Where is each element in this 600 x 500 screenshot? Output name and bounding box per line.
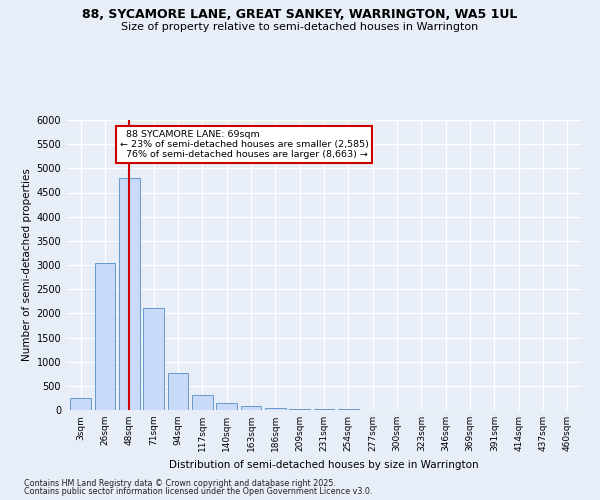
X-axis label: Distribution of semi-detached houses by size in Warrington: Distribution of semi-detached houses by … [169,460,479,469]
Bar [314,409,334,410]
Bar [167,372,188,410]
Bar [95,262,115,410]
Text: Contains HM Land Registry data © Crown copyright and database right 2025.: Contains HM Land Registry data © Crown c… [24,478,336,488]
Bar [192,396,212,410]
Y-axis label: Number of semi-detached properties: Number of semi-detached properties [22,168,32,362]
Bar [143,308,164,410]
Bar [289,408,310,410]
Bar [265,408,286,410]
Bar [241,406,262,410]
Bar [216,403,237,410]
Text: Contains public sector information licensed under the Open Government Licence v3: Contains public sector information licen… [24,487,373,496]
Bar [338,409,359,410]
Text: 88 SYCAMORE LANE: 69sqm
← 23% of semi-detached houses are smaller (2,585)
  76% : 88 SYCAMORE LANE: 69sqm ← 23% of semi-de… [119,130,368,160]
Bar [119,178,140,410]
Text: Size of property relative to semi-detached houses in Warrington: Size of property relative to semi-detach… [121,22,479,32]
Text: 88, SYCAMORE LANE, GREAT SANKEY, WARRINGTON, WA5 1UL: 88, SYCAMORE LANE, GREAT SANKEY, WARRING… [82,8,518,20]
Bar [70,398,91,410]
